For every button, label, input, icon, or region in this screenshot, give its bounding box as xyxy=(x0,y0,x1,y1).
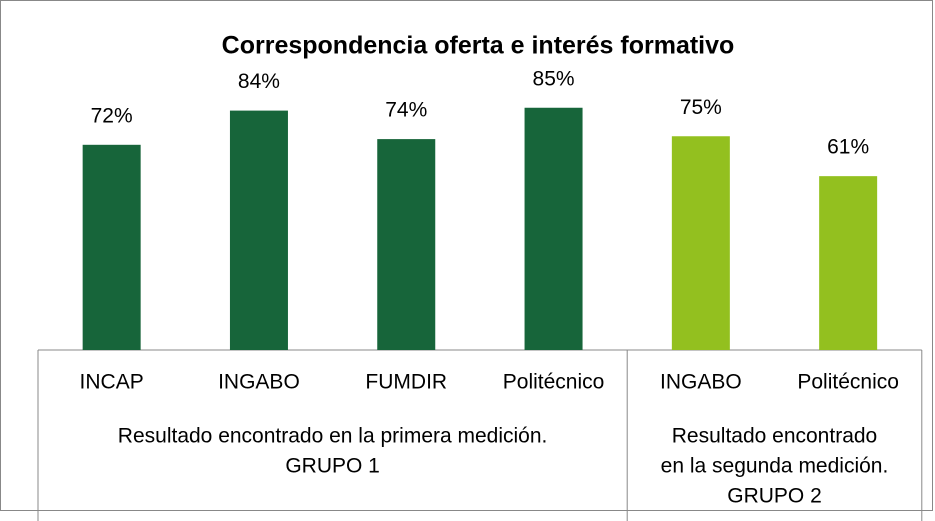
bar xyxy=(82,144,141,350)
x-tick-label: INGABO xyxy=(660,371,742,394)
value-label: 85% xyxy=(533,67,575,90)
group-label: GRUPO 2 xyxy=(727,485,822,508)
value-label: 75% xyxy=(680,96,722,119)
chart-border xyxy=(0,0,933,511)
group-label: GRUPO 1 xyxy=(285,455,380,478)
bar xyxy=(671,136,730,350)
value-label: 74% xyxy=(385,99,427,122)
value-label: 84% xyxy=(238,70,280,93)
group-label: Resultado encontrado xyxy=(672,425,877,448)
chart-title: Correspondencia oferta e interés formati… xyxy=(222,32,735,60)
bar xyxy=(377,139,436,350)
bar xyxy=(819,176,878,350)
value-label: 72% xyxy=(91,104,133,127)
group-label: Resultado encontrado en la primera medic… xyxy=(118,425,548,448)
value-label: 61% xyxy=(827,136,869,159)
bar xyxy=(524,107,583,350)
x-tick-label: FUMDIR xyxy=(365,371,447,394)
x-tick-label: Politécnico xyxy=(503,371,605,394)
bar xyxy=(229,110,288,350)
x-tick-label: INCAP xyxy=(80,371,144,394)
x-tick-label: INGABO xyxy=(218,371,300,394)
x-tick-label: Politécnico xyxy=(797,371,899,394)
group-label: en la segunda medición. xyxy=(661,455,889,478)
